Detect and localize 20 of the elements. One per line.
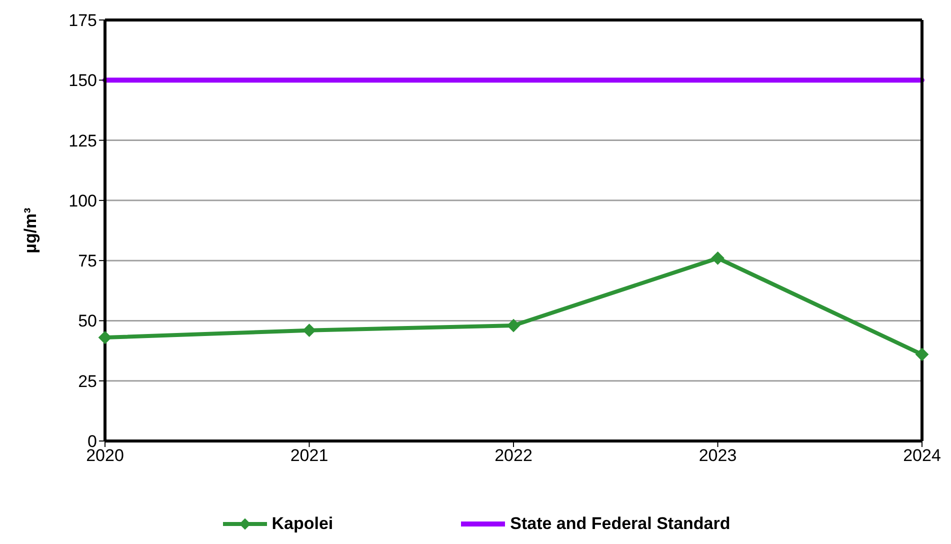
x-tick-label: 2020 — [86, 446, 124, 466]
point — [507, 319, 520, 332]
x-tick-label: 2021 — [290, 446, 328, 466]
point — [98, 331, 112, 344]
x-tick-label: 2022 — [494, 446, 532, 466]
legend-label: Kapolei — [272, 514, 334, 534]
x-tick-label: 2024 — [903, 446, 941, 466]
y-tick-label: 175 — [68, 11, 97, 30]
y-tick-label: 125 — [68, 131, 97, 150]
y-tick-label: 100 — [68, 191, 97, 210]
legend-label: State and Federal Standard — [510, 514, 730, 534]
y-tick-label: 50 — [78, 312, 97, 331]
point — [916, 348, 928, 361]
point — [302, 324, 316, 337]
y-tick-label: 75 — [78, 252, 97, 271]
point — [711, 252, 724, 265]
y-tick-label: 25 — [78, 372, 97, 391]
y-axis-title: µg/m³ — [20, 207, 40, 254]
y-tick-label: 150 — [68, 71, 97, 90]
x-tick-label: 2023 — [698, 446, 737, 466]
